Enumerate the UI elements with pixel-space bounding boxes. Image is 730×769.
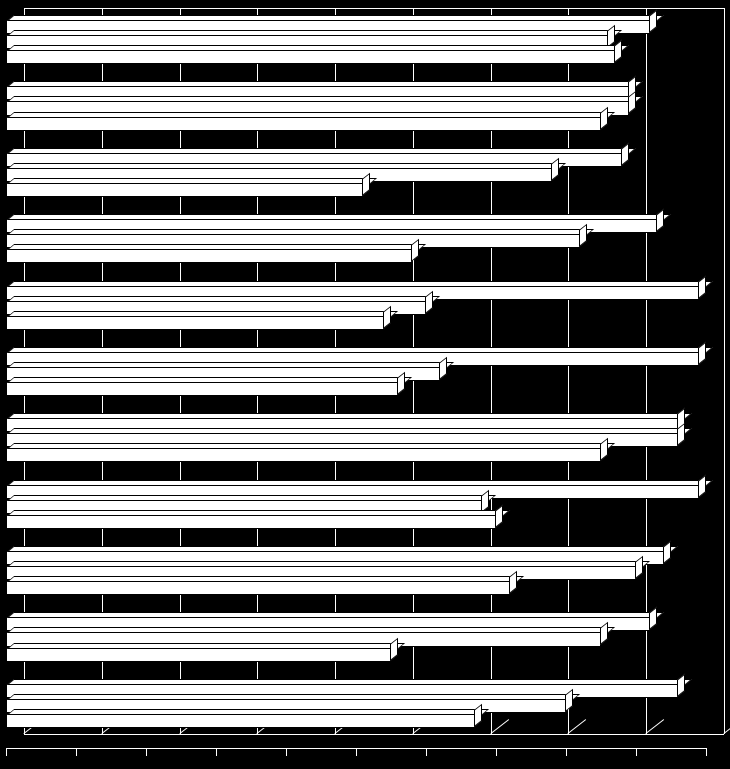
bar (6, 714, 475, 728)
bar (6, 117, 601, 131)
bar (6, 183, 363, 197)
bar (6, 249, 412, 263)
bar (6, 515, 496, 529)
chart-plot-area (6, 8, 724, 748)
bar (6, 316, 384, 330)
bar (6, 448, 601, 462)
bar (6, 50, 615, 64)
bar (6, 581, 510, 595)
bar (6, 648, 391, 662)
bar (6, 382, 398, 396)
